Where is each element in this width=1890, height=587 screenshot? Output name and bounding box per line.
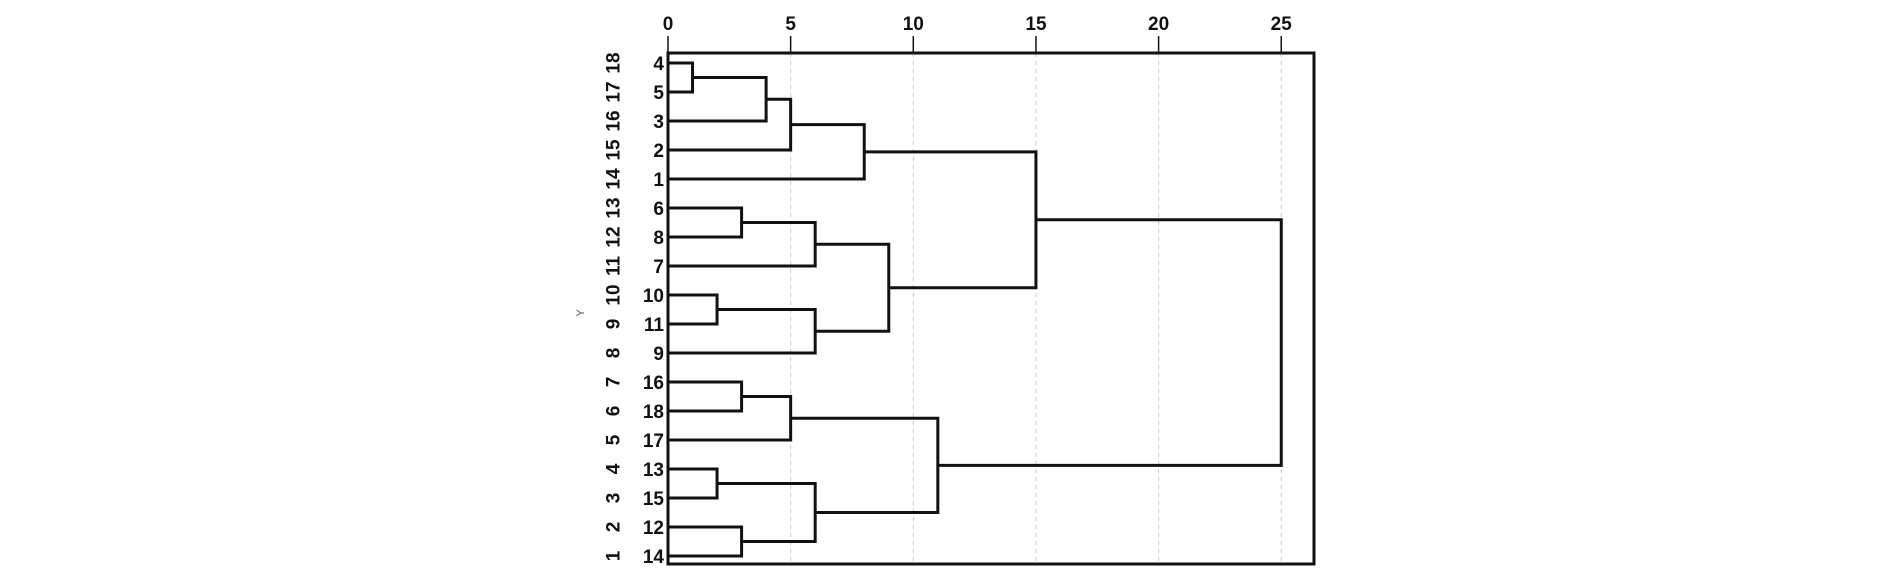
leaf-label-1: 1: [653, 170, 664, 191]
leaf-label-2: 2: [653, 141, 664, 162]
merge-link-15: [790, 416, 940, 514]
leaf-label-18: 18: [643, 402, 664, 423]
merge-link-12: [717, 482, 817, 543]
x-tick-label-5: 5: [785, 14, 796, 35]
dendrogram-tree: [668, 61, 1283, 558]
merge-link-13: [668, 123, 866, 181]
y-tick-label-18: 18: [604, 52, 625, 73]
y-tick-label-8: 8: [604, 348, 625, 359]
y-tick-label-5: 5: [604, 434, 625, 445]
leaf-label-6: 6: [653, 199, 664, 220]
leaf-label-5: 5: [653, 83, 664, 104]
plot-frame: [666, 51, 1316, 566]
y-tick-label-17: 17: [604, 81, 625, 102]
x-tick-label-10: 10: [903, 14, 924, 35]
x-tick-label-25: 25: [1271, 14, 1293, 35]
y-axis-title: Y: [575, 309, 587, 317]
merge-link-3: [668, 293, 719, 326]
leaf-label-3: 3: [653, 112, 664, 133]
y-tick-label-11: 11: [604, 256, 625, 277]
x-tick-label-0: 0: [663, 14, 674, 35]
leaf-label-14: 14: [643, 547, 665, 568]
merge-link-17: [937, 218, 1283, 467]
grid-lines: [790, 53, 1282, 564]
leaf-label-17: 17: [643, 431, 664, 452]
x-axis-ticks: 0 5 10 15 20 25: [663, 14, 1293, 53]
y-tick-label-6: 6: [604, 406, 625, 417]
merge-link-8: [668, 97, 793, 152]
y-tick-label-13: 13: [604, 197, 625, 218]
merge-link-14: [815, 242, 891, 333]
y-tick-label-4: 4: [604, 463, 625, 474]
y-tick-label-1: 1: [604, 550, 625, 561]
leaf-label-9: 9: [653, 344, 664, 365]
y-tick-label-3: 3: [604, 493, 625, 504]
leaf-label-7: 7: [653, 257, 664, 278]
merge-link-11: [668, 308, 817, 355]
merge-link-4: [668, 206, 744, 239]
merge-link-9: [668, 395, 793, 442]
leaf-label-16: 16: [643, 373, 664, 394]
leaf-label-11: 11: [644, 315, 665, 336]
y-tick-label-2: 2: [604, 522, 625, 533]
merge-link-6: [668, 525, 744, 558]
leaf-label-8: 8: [653, 228, 664, 249]
y-tick-label-14: 14: [604, 168, 625, 190]
x-tick-label-15: 15: [1025, 14, 1047, 35]
leaf-label-10: 10: [643, 286, 664, 307]
y-tick-label-9: 9: [604, 319, 625, 330]
y-tick-label-7: 7: [604, 377, 625, 388]
leaf-label-4: 4: [653, 54, 664, 75]
y-tick-label-10: 10: [604, 284, 625, 305]
merge-link-7: [668, 76, 768, 123]
leaf-label-15: 15: [643, 489, 665, 510]
merge-link-5: [668, 380, 744, 413]
y-tick-label-16: 16: [604, 110, 625, 131]
leaf-label-13: 13: [643, 460, 664, 481]
y-tick-label-12: 12: [604, 226, 625, 247]
merge-link-1: [668, 61, 695, 94]
x-tick-label-20: 20: [1148, 14, 1169, 35]
leaf-label-12: 12: [643, 518, 664, 539]
y-tick-label-15: 15: [604, 139, 625, 161]
merge-link-2: [668, 467, 719, 500]
